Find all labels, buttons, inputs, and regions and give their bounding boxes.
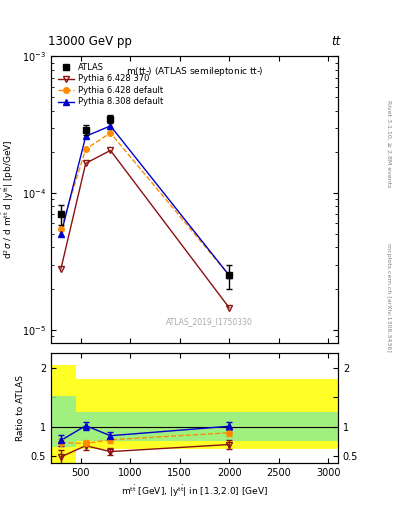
- X-axis label: m$^{\mathregular{t\bar{t}}}$ [GeV], |y$^{\mathregular{t\bar{t}}}$| in [1.3,2.0] : m$^{\mathregular{t\bar{t}}}$ [GeV], |y$^…: [121, 484, 268, 500]
- Text: mcplots.cern.ch [arXiv:1306.3436]: mcplots.cern.ch [arXiv:1306.3436]: [386, 243, 391, 351]
- Y-axis label: d$^2\sigma$ / d m$^{\mathregular{t\bar{t}}}$ d |y$^{\mathregular{t\bar{t}}}$| [p: d$^2\sigma$ / d m$^{\mathregular{t\bar{t…: [1, 140, 17, 260]
- Text: ATLAS_2019_I1750330: ATLAS_2019_I1750330: [165, 317, 252, 326]
- Text: 13000 GeV pp: 13000 GeV pp: [48, 35, 132, 48]
- Legend: ATLAS, Pythia 6.428 370, Pythia 6.428 default, Pythia 8.308 default: ATLAS, Pythia 6.428 370, Pythia 6.428 de…: [55, 60, 165, 109]
- Text: m(tt$\bar{\;}$) (ATLAS semileptonic tt$\bar{\;}$): m(tt$\bar{\;}$) (ATLAS semileptonic tt$\…: [126, 65, 263, 78]
- Y-axis label: Ratio to ATLAS: Ratio to ATLAS: [16, 375, 25, 441]
- Text: Rivet 3.1.10, ≥ 2.8M events: Rivet 3.1.10, ≥ 2.8M events: [386, 100, 391, 187]
- Text: tt: tt: [332, 35, 341, 48]
